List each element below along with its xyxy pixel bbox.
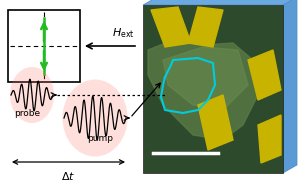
Polygon shape <box>248 50 281 100</box>
Polygon shape <box>148 40 258 140</box>
Polygon shape <box>258 115 281 163</box>
Polygon shape <box>163 47 248 110</box>
Polygon shape <box>143 0 297 5</box>
Polygon shape <box>283 0 297 173</box>
Ellipse shape <box>62 80 128 156</box>
Bar <box>143 5 283 173</box>
Text: $\Delta t$: $\Delta t$ <box>61 170 76 182</box>
Polygon shape <box>198 95 233 150</box>
Polygon shape <box>151 7 191 47</box>
Text: pump: pump <box>87 134 113 143</box>
Bar <box>8 10 80 82</box>
Text: probe: probe <box>14 109 40 118</box>
Polygon shape <box>188 7 223 47</box>
Ellipse shape <box>10 67 54 123</box>
Text: $H_\mathrm{ext}$: $H_\mathrm{ext}$ <box>112 26 135 40</box>
